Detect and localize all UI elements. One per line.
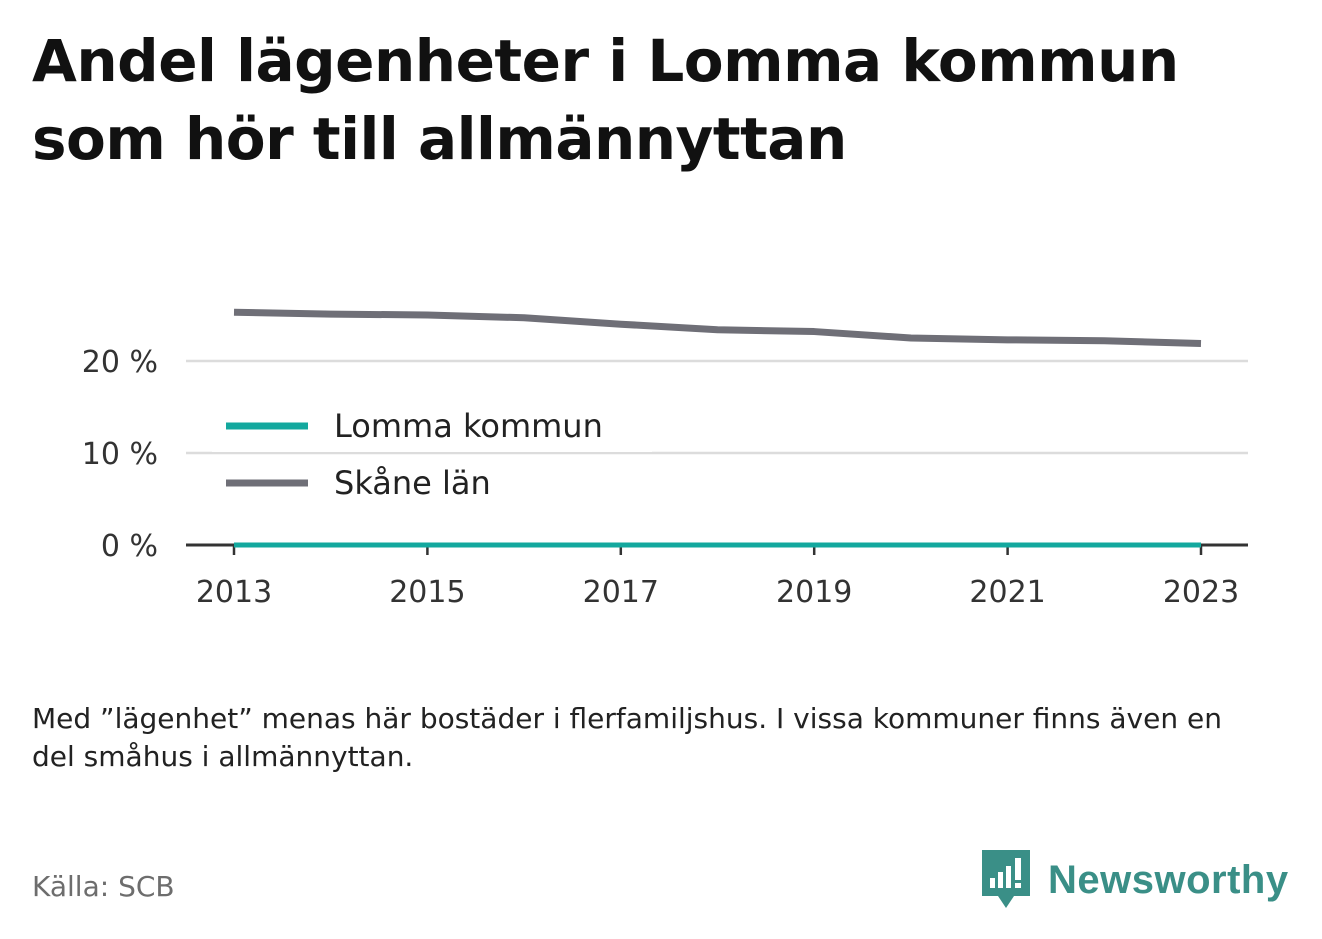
y-tick-label: 20 %	[82, 345, 158, 380]
legend-label: Lomma kommun	[334, 407, 603, 445]
x-tick-label: 2015	[389, 575, 465, 610]
brand-logo: Newsworthy	[982, 850, 1289, 910]
x-tick-label: 2017	[583, 575, 659, 610]
source-label: Källa: SCB	[32, 870, 175, 903]
legend-label: Skåne län	[334, 464, 491, 502]
gridlines	[186, 359, 1248, 455]
newsworthy-logo-icon	[982, 850, 1030, 908]
line-chart: 0 % 10 % 20 % 2013 2015 2017 2019 2021 2023 Lom…	[82, 308, 1248, 610]
x-tick-label: 2013	[196, 575, 272, 610]
x-tick-label: 2021	[969, 575, 1045, 610]
brand-name: Newsworthy	[1048, 857, 1289, 902]
footnote: Med ”lägenhet” menas här bostäder i fler…	[32, 702, 1222, 773]
x-tick-label: 2023	[1163, 575, 1239, 610]
x-axis-ticks: 2013 2015 2017 2019 2021 2023	[196, 545, 1239, 610]
legend: Lomma kommun Skåne län	[212, 402, 652, 502]
y-axis-tick-labels: 0 % 10 % 20 %	[82, 345, 158, 564]
x-tick-label: 2019	[776, 575, 852, 610]
series-line-skåne-län	[233, 308, 1202, 348]
chart-title: Andel lägenheter i Lomma kommun som hör …	[32, 27, 1179, 173]
y-tick-label: 10 %	[82, 437, 158, 472]
series-lines	[233, 308, 1202, 548]
y-tick-label: 0 %	[101, 529, 158, 564]
